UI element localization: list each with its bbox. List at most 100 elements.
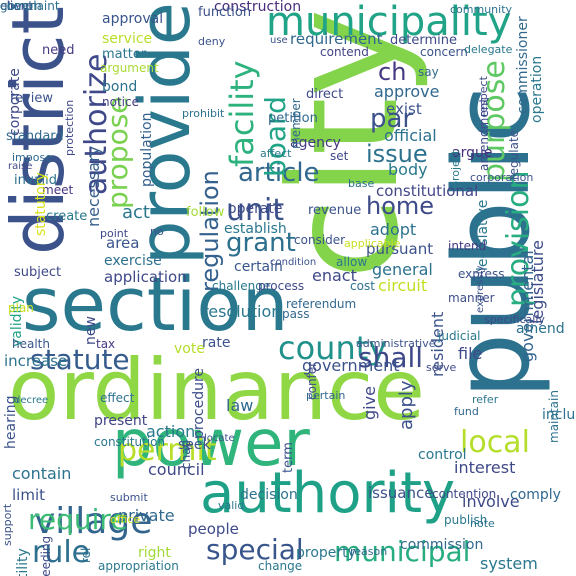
cloud-word: council xyxy=(148,460,205,479)
cloud-word: require xyxy=(28,503,128,536)
cloud-word: bond xyxy=(102,79,138,95)
cloud-word: valid xyxy=(218,499,245,512)
cloud-word: concern xyxy=(420,45,468,59)
cloud-word: applicable xyxy=(344,237,401,250)
cloud-word: condition xyxy=(270,257,317,268)
cloud-word: consider xyxy=(294,233,346,247)
cloud-word: construction xyxy=(214,0,302,15)
cloud-word: involve xyxy=(462,492,520,511)
cloud-word: resolution xyxy=(202,302,282,321)
cloud-word: contention xyxy=(432,487,497,501)
cloud-word: present xyxy=(94,413,148,429)
cloud-word: protection xyxy=(63,100,76,157)
cloud-word: facility xyxy=(223,60,261,167)
cloud-word: circuit xyxy=(378,276,428,295)
cloud-word: municipal xyxy=(334,535,471,568)
cloud-word: govern xyxy=(0,0,42,13)
cloud-word: law xyxy=(226,396,254,415)
cloud-word: serve xyxy=(426,361,457,374)
cloud-word: municipality xyxy=(266,0,512,45)
cloud-word: home xyxy=(366,192,435,220)
cloud-word: statutory xyxy=(33,172,49,236)
cloud-word: impose xyxy=(12,151,52,164)
cloud-word: appropriation xyxy=(98,559,179,573)
cloud-word: service xyxy=(102,31,153,47)
cloud-word: notice xyxy=(102,95,139,109)
cloud-word: certain xyxy=(234,259,283,275)
cloud-word: county xyxy=(278,329,388,367)
cloud-word: seek xyxy=(178,437,211,453)
cloud-word: permit xyxy=(118,433,217,468)
cloud-word: contend xyxy=(320,45,369,59)
cloud-word: village xyxy=(34,501,153,542)
cloud-word: statute xyxy=(30,343,130,376)
cloud-word: judicial xyxy=(438,329,481,343)
cloud-word: tax xyxy=(96,337,116,351)
cloud-word: special xyxy=(206,533,304,566)
cloud-word: establish xyxy=(224,221,287,237)
cloud-word: operate xyxy=(228,201,283,217)
cloud-word: client xyxy=(0,0,33,13)
cloud-word: authority xyxy=(200,461,456,526)
cloud-word: maintain xyxy=(547,390,561,443)
cloud-word: set xyxy=(330,149,349,163)
cloud-word: constitutional xyxy=(376,182,479,200)
cloud-word: raise xyxy=(8,161,33,172)
cloud-word: limit xyxy=(12,486,45,504)
cloud-word: express xyxy=(458,267,505,281)
cloud-word: administrative xyxy=(356,337,436,350)
cloud-word: project xyxy=(449,150,462,189)
cloud-word: private xyxy=(118,506,175,525)
cloud-word: decree xyxy=(14,395,49,406)
cloud-word: manner xyxy=(448,291,495,305)
cloud-word: matter xyxy=(102,47,147,62)
cloud-word: include xyxy=(542,407,576,423)
cloud-word: standard xyxy=(6,129,64,144)
cloud-word: subject xyxy=(14,265,62,280)
cloud-word: commission xyxy=(400,537,484,553)
cloud-word: comply xyxy=(510,487,561,503)
cloud-word: point xyxy=(100,227,129,240)
cloud-word: utility xyxy=(15,548,31,576)
cloud-word: say xyxy=(418,65,439,79)
cloud-word: adopt xyxy=(370,220,417,239)
cloud-word: shall xyxy=(358,341,424,374)
cloud-word: referendum xyxy=(286,297,357,311)
cloud-word: argument xyxy=(100,61,159,75)
cloud-word: et xyxy=(0,0,13,13)
cloud-word: operation xyxy=(529,56,545,124)
cloud-word: support xyxy=(1,504,14,547)
cloud-word: rel xyxy=(79,548,93,564)
cloud-word: plan xyxy=(8,301,34,315)
cloud-word: commissioner xyxy=(515,16,531,114)
cloud-word: official xyxy=(384,126,437,145)
cloud-word: petition xyxy=(268,111,318,126)
cloud-word: complaint xyxy=(0,0,60,13)
cloud-word: approve xyxy=(374,82,440,101)
cloud-word: invalid xyxy=(14,173,57,188)
cloud-word: enact xyxy=(312,266,357,285)
cloud-word: legislature xyxy=(528,240,547,324)
cloud-word: corporation xyxy=(470,171,534,184)
cloud-word: base xyxy=(348,177,375,190)
cloud-word: submit xyxy=(110,491,148,504)
cloud-word: par xyxy=(370,104,414,134)
cloud-word: process xyxy=(258,279,305,293)
cloud-word: deny xyxy=(198,35,226,48)
cloud-word: determine xyxy=(390,33,457,48)
cloud-word: section xyxy=(22,262,289,348)
cloud-word: increase xyxy=(4,352,68,370)
cloud-word: review xyxy=(10,91,53,106)
cloud-word: argue xyxy=(452,145,493,161)
cloud-word: general xyxy=(372,260,433,279)
cloud-word: prohibit xyxy=(182,107,225,120)
cloud-word: regulation xyxy=(196,170,224,292)
cloud-word: proceeding xyxy=(39,536,53,576)
cloud-word: give xyxy=(360,386,379,420)
cloud-word: file xyxy=(458,344,483,363)
cloud-word: no xyxy=(150,225,164,238)
cloud-word: unit xyxy=(226,193,285,228)
cloud-word: intend xyxy=(448,239,487,253)
cloud-word: community xyxy=(450,3,513,16)
cloud-word: member xyxy=(289,98,303,149)
